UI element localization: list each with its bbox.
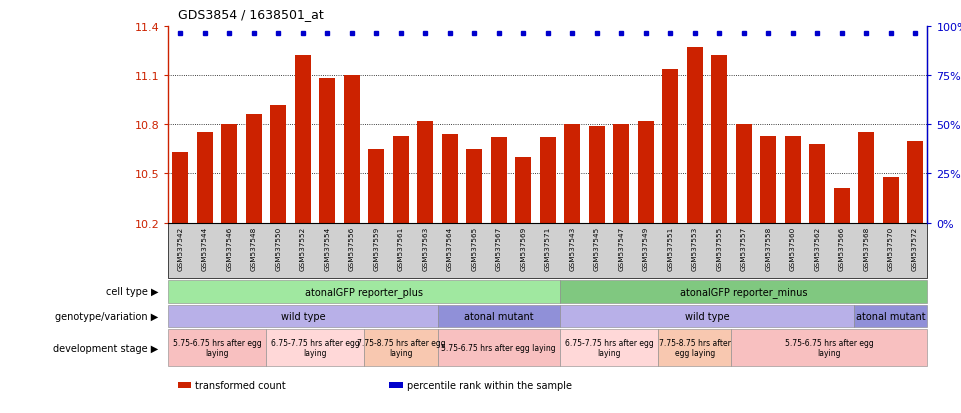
Bar (270, 105, 286, 223)
Text: 5.75-6.75 hrs after egg laying: 5.75-6.75 hrs after egg laying (441, 343, 556, 352)
Bar (491, 138, 506, 223)
Text: cell type ▶: cell type ▶ (106, 287, 159, 297)
Text: development stage ▶: development stage ▶ (53, 343, 159, 353)
Bar (442, 135, 457, 223)
Text: 5.75-6.75 hrs after egg
laying: 5.75-6.75 hrs after egg laying (173, 338, 261, 357)
Bar (221, 125, 237, 223)
Bar (907, 141, 924, 223)
Text: atonal mutant: atonal mutant (856, 311, 925, 321)
Text: 6.75-7.75 hrs after egg
laying: 6.75-7.75 hrs after egg laying (271, 338, 359, 357)
Bar (295, 56, 310, 223)
Bar (613, 125, 629, 223)
Bar (344, 76, 359, 223)
Bar (882, 177, 899, 223)
Bar (197, 133, 213, 223)
Bar (834, 189, 850, 223)
Text: GDS3854 / 1638501_at: GDS3854 / 1638501_at (178, 8, 324, 21)
Bar (736, 125, 752, 223)
Text: 5.75-6.75 hrs after egg
laying: 5.75-6.75 hrs after egg laying (785, 338, 874, 357)
Bar (466, 150, 482, 223)
Bar (515, 158, 531, 223)
Bar (589, 126, 604, 223)
Bar (711, 56, 727, 223)
Text: genotype/variation ▶: genotype/variation ▶ (56, 311, 159, 321)
Bar (319, 79, 335, 223)
Bar (809, 145, 825, 223)
Text: percentile rank within the sample: percentile rank within the sample (407, 380, 572, 390)
Bar (858, 133, 875, 223)
Bar (246, 115, 261, 223)
Bar (417, 122, 433, 223)
Bar (368, 150, 384, 223)
Text: 7.75-8.75 hrs after
egg laying: 7.75-8.75 hrs after egg laying (659, 338, 730, 357)
Bar (662, 69, 678, 223)
Bar (687, 48, 702, 223)
Text: atonalGFP reporter_plus: atonalGFP reporter_plus (305, 286, 423, 297)
Bar (760, 136, 776, 223)
Bar (393, 136, 408, 223)
Bar (785, 136, 801, 223)
Bar (540, 138, 555, 223)
Text: atonal mutant: atonal mutant (464, 311, 533, 321)
Text: wild type: wild type (281, 311, 325, 321)
Bar (638, 122, 653, 223)
Bar (564, 125, 580, 223)
Text: 6.75-7.75 hrs after egg
laying: 6.75-7.75 hrs after egg laying (565, 338, 653, 357)
Text: wild type: wild type (684, 311, 729, 321)
Text: transformed count: transformed count (195, 380, 285, 390)
Bar (172, 153, 188, 223)
Text: atonalGFP reporter_minus: atonalGFP reporter_minus (680, 286, 807, 297)
Text: 7.75-8.75 hrs after egg
laying: 7.75-8.75 hrs after egg laying (357, 338, 445, 357)
